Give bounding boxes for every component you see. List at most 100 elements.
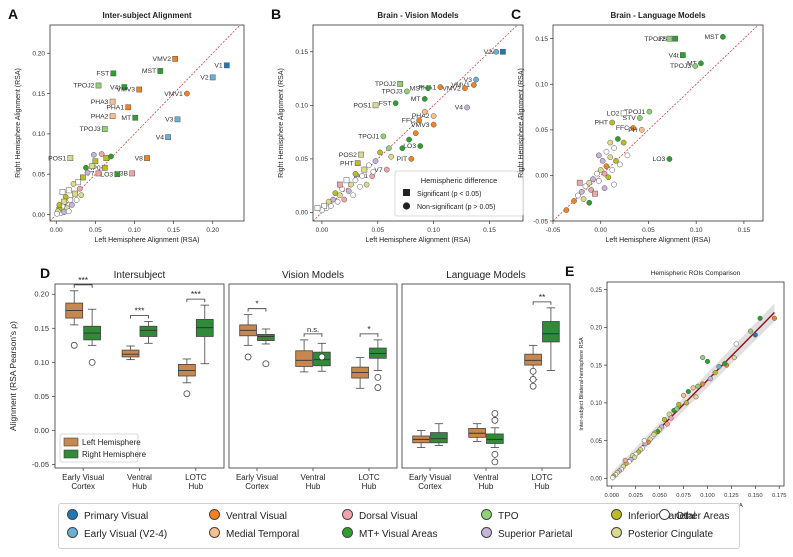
x-category-label: Cortex	[71, 482, 95, 491]
x-tick-label: -0.05	[546, 227, 561, 234]
data-point	[101, 126, 108, 132]
data-point	[417, 143, 424, 149]
panel-title: Brain - Vision Models	[377, 11, 459, 20]
point-label: V7	[374, 167, 383, 174]
y-tick-label: 0.05	[34, 392, 49, 401]
box-outlier	[491, 450, 499, 458]
legend-label-right: Right Hemisphere	[82, 450, 147, 459]
data-point	[698, 60, 704, 67]
data-point	[430, 113, 437, 119]
point-label: V3	[165, 117, 174, 124]
data-point	[75, 179, 82, 186]
region-legend-marker	[209, 509, 220, 520]
region-legend-label: Ventral Visual	[226, 511, 287, 522]
data-point	[121, 84, 128, 90]
data-point	[386, 145, 392, 152]
y-tick-label: 0.05	[535, 127, 548, 134]
data-point	[114, 171, 121, 178]
significance-bracket	[186, 298, 206, 303]
plot-frame	[49, 24, 245, 222]
region-legend-item: Ventral Visual	[209, 509, 287, 523]
legend-swatch-left	[63, 437, 79, 447]
point-label: POS1	[353, 103, 371, 110]
point-label: LO2	[607, 111, 620, 118]
box	[524, 353, 542, 366]
data-point	[731, 355, 737, 361]
data-point	[571, 198, 577, 204]
point-label: FFC	[616, 125, 629, 132]
data-point	[610, 475, 616, 481]
data-point	[70, 181, 77, 187]
data-point	[425, 85, 431, 92]
x-category-label: Hub	[188, 482, 203, 491]
box-outlier	[529, 367, 537, 375]
region-legend-label: TPO	[498, 511, 519, 522]
point-label: FST	[379, 100, 392, 107]
data-point	[603, 163, 610, 170]
data-point	[597, 167, 604, 173]
significance-label: n.s.	[307, 325, 319, 334]
data-point	[473, 76, 479, 83]
panel-letter: C	[511, 6, 521, 22]
region-legend-label: Primary Visual	[84, 511, 149, 522]
x-category-label: LOTC	[531, 473, 553, 482]
panel-a: 0.00 0.05 0.10 0.15 0.20 0.00 0.05 0.10 0.15 0.20…	[8, 6, 245, 244]
region-legend-label: MT+ Visual Areas	[359, 529, 438, 540]
significance-label: *	[367, 324, 371, 334]
data-point	[712, 370, 718, 376]
data-point	[95, 82, 102, 89]
y-tick-label: 0.15	[535, 36, 548, 43]
data-point	[722, 361, 728, 367]
x-tick-label: 0.10	[427, 227, 440, 234]
point-label: MT	[121, 115, 131, 122]
data-point	[354, 160, 361, 167]
x-tick-label: 0.100	[700, 493, 715, 499]
panel-c: -0.05 0.00 0.05 0.10 0.15 -0.05 0.00 0.05 0.10 0.…	[511, 6, 764, 244]
point-label: MST	[704, 34, 718, 41]
sig-legend-nonsignificant: Non-significant (p > 0.05)	[417, 204, 495, 211]
x-category-label: Cortex	[418, 482, 442, 491]
data-point	[716, 364, 722, 370]
point-label: V3	[464, 77, 473, 84]
data-point	[72, 190, 78, 197]
x-tick-label: 0.000	[605, 493, 620, 499]
point-label: LO3	[100, 171, 113, 178]
sig-legend-box	[394, 170, 524, 217]
region-legend-item: Early Visual (V2-4)	[67, 527, 167, 541]
x-tick-label: 0.05	[371, 227, 384, 234]
y-tick-label: 0.15	[32, 91, 45, 98]
point-label: STV	[623, 115, 637, 122]
x-tick-label: 0.00	[594, 227, 607, 234]
point-label: V2	[484, 49, 493, 56]
point-label: POS2	[339, 152, 357, 159]
data-point	[343, 177, 350, 184]
data-point	[611, 145, 617, 151]
x-tick-label: 0.025	[628, 493, 643, 499]
point-label: V4t	[110, 84, 120, 91]
data-point	[757, 315, 763, 321]
data-point	[136, 86, 143, 93]
point-label: VMV2	[442, 85, 461, 92]
subplot-title: Intersubject	[114, 270, 166, 281]
data-point	[90, 152, 97, 158]
region-legend-label: Dorsal Visual	[359, 511, 418, 522]
data-point	[73, 197, 80, 203]
point-label: VMV3	[411, 122, 430, 129]
data-point	[595, 178, 602, 184]
data-point	[103, 155, 110, 161]
region-legend-marker	[342, 527, 353, 538]
data-point	[101, 164, 108, 171]
data-point	[601, 170, 608, 177]
box-outlier	[529, 376, 537, 383]
data-point	[676, 401, 682, 407]
point-label: V8	[135, 155, 144, 162]
data-point	[437, 84, 444, 90]
box-outlier	[244, 353, 252, 361]
x-category-label: LOTC	[358, 473, 380, 482]
box-outlier	[70, 341, 78, 349]
point-label: V7	[86, 171, 95, 178]
significance-bracket	[359, 333, 379, 337]
significance-bracket	[303, 333, 323, 337]
y-tick-label: 0.15	[295, 49, 308, 56]
